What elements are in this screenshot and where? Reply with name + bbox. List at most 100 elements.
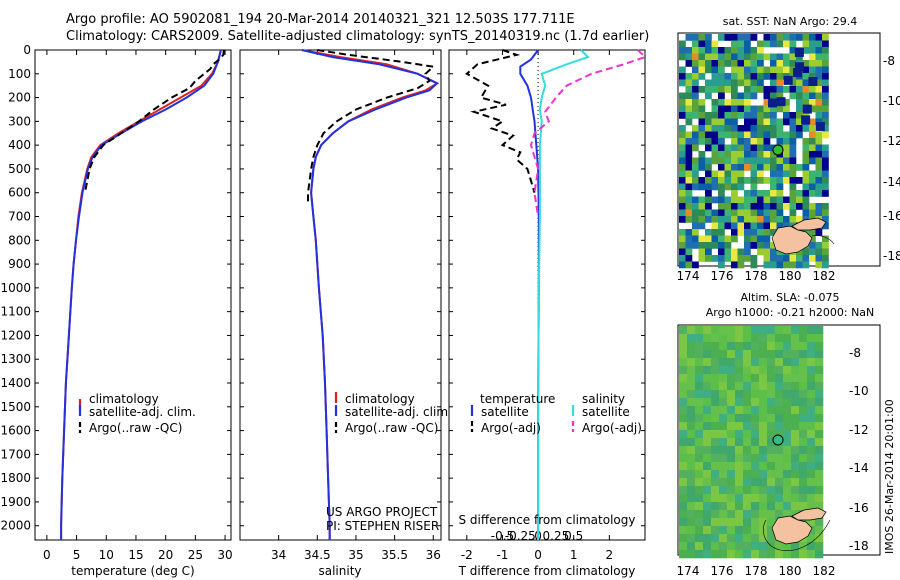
sst-cell xyxy=(718,144,725,152)
sla-cell xyxy=(799,390,808,399)
sla-cell xyxy=(687,494,696,503)
sst-cell xyxy=(737,255,745,262)
sst-cell xyxy=(731,86,738,93)
sla-cell xyxy=(767,462,776,471)
sla-cell xyxy=(767,526,776,535)
sla-cell xyxy=(735,390,744,399)
tick-label: 176 xyxy=(711,564,734,578)
land-main-island xyxy=(771,515,813,545)
sst-cell xyxy=(757,177,764,184)
fiji-land-sla xyxy=(763,507,831,551)
sst-cell xyxy=(724,151,732,158)
sst-cell xyxy=(770,131,777,139)
sla-cell xyxy=(711,374,720,383)
sst-cell xyxy=(776,105,784,113)
sst-cell xyxy=(718,79,725,87)
sla-cell xyxy=(791,374,800,383)
sst-cell xyxy=(692,177,699,184)
salinity-yticks xyxy=(240,49,441,527)
depth-tick-label: 100 xyxy=(8,67,31,81)
sla-cell xyxy=(799,398,808,407)
sst-cell xyxy=(724,235,732,243)
sst-cell xyxy=(809,177,816,184)
sla-cell xyxy=(775,454,784,463)
sst-cell xyxy=(822,255,829,262)
reef-contour xyxy=(763,519,831,551)
sla-cell xyxy=(743,422,752,431)
sst-cell xyxy=(763,73,771,80)
sla-cell xyxy=(807,550,816,559)
sst-cell xyxy=(737,34,745,41)
sla-cell xyxy=(695,374,704,383)
s-tick-label: 0.25 xyxy=(543,529,570,543)
sla-cell xyxy=(711,398,720,407)
sla-cell xyxy=(703,414,712,423)
sla-cell xyxy=(735,342,744,351)
sla-cell xyxy=(791,334,800,343)
sst-cell xyxy=(815,105,823,113)
sla-cell xyxy=(775,414,784,423)
sla-cell xyxy=(807,462,816,471)
sst-cell xyxy=(750,66,758,74)
sla-cell xyxy=(815,358,824,367)
sst-cell xyxy=(757,138,764,145)
sla-cell xyxy=(679,406,688,415)
sst-cell xyxy=(731,34,738,41)
sla-cell xyxy=(695,326,704,335)
sla-cell xyxy=(767,398,776,407)
depth-tick-label: 800 xyxy=(8,233,31,247)
sst-cell xyxy=(698,131,706,139)
sla-cell xyxy=(695,414,704,423)
sst-cell xyxy=(711,216,719,223)
sst-cell xyxy=(822,92,829,100)
sst-cell xyxy=(731,112,738,119)
sst-cell xyxy=(815,138,823,145)
sla-cell xyxy=(759,462,768,471)
sla-cell xyxy=(759,446,768,455)
sst-cell xyxy=(692,131,699,139)
sla-cell xyxy=(783,422,792,431)
tick-label: 178 xyxy=(745,269,768,283)
sst-cell xyxy=(750,164,758,171)
sla-cell xyxy=(735,446,744,455)
sst-cell xyxy=(731,196,738,204)
sst-cell xyxy=(718,229,725,236)
sst-cell xyxy=(776,209,784,217)
sla-cell xyxy=(743,462,752,471)
diff-sal-satellite-line xyxy=(537,49,590,540)
sla-cell xyxy=(743,374,752,383)
sst-cell xyxy=(801,115,811,125)
sst-cell xyxy=(763,138,771,145)
legend-label-climatology: climatology xyxy=(89,392,159,406)
sla-cell xyxy=(719,486,728,495)
temperature-panel: 0100200300400500600700800900100011001200… xyxy=(0,43,232,578)
sst-cell xyxy=(783,164,790,171)
sst-cell xyxy=(750,177,758,184)
sst-cell xyxy=(692,242,699,249)
sla-cell xyxy=(695,358,704,367)
sst-cell xyxy=(802,261,810,269)
sst-cell xyxy=(789,164,797,171)
sla-cell xyxy=(687,374,696,383)
sst-cell xyxy=(731,47,738,54)
sst-cell xyxy=(679,40,686,48)
sla-cell xyxy=(695,502,704,511)
sst-cell xyxy=(763,105,771,113)
sla-cell xyxy=(815,342,824,351)
sst-cell xyxy=(757,47,764,54)
reef-contour xyxy=(811,235,835,245)
sla-cell xyxy=(759,430,768,439)
sla-cell xyxy=(759,486,768,495)
sla-cell xyxy=(727,374,736,383)
sla-cell xyxy=(775,326,784,335)
sla-cell xyxy=(719,406,728,415)
sst-cell xyxy=(789,66,797,74)
temp-satellite-line xyxy=(60,49,222,540)
sla-cell xyxy=(791,366,800,375)
sst-cell xyxy=(815,190,823,197)
sst-cell xyxy=(757,73,764,80)
sst-cell xyxy=(724,86,732,93)
sst-cell xyxy=(776,222,784,230)
sla-cell xyxy=(807,398,816,407)
